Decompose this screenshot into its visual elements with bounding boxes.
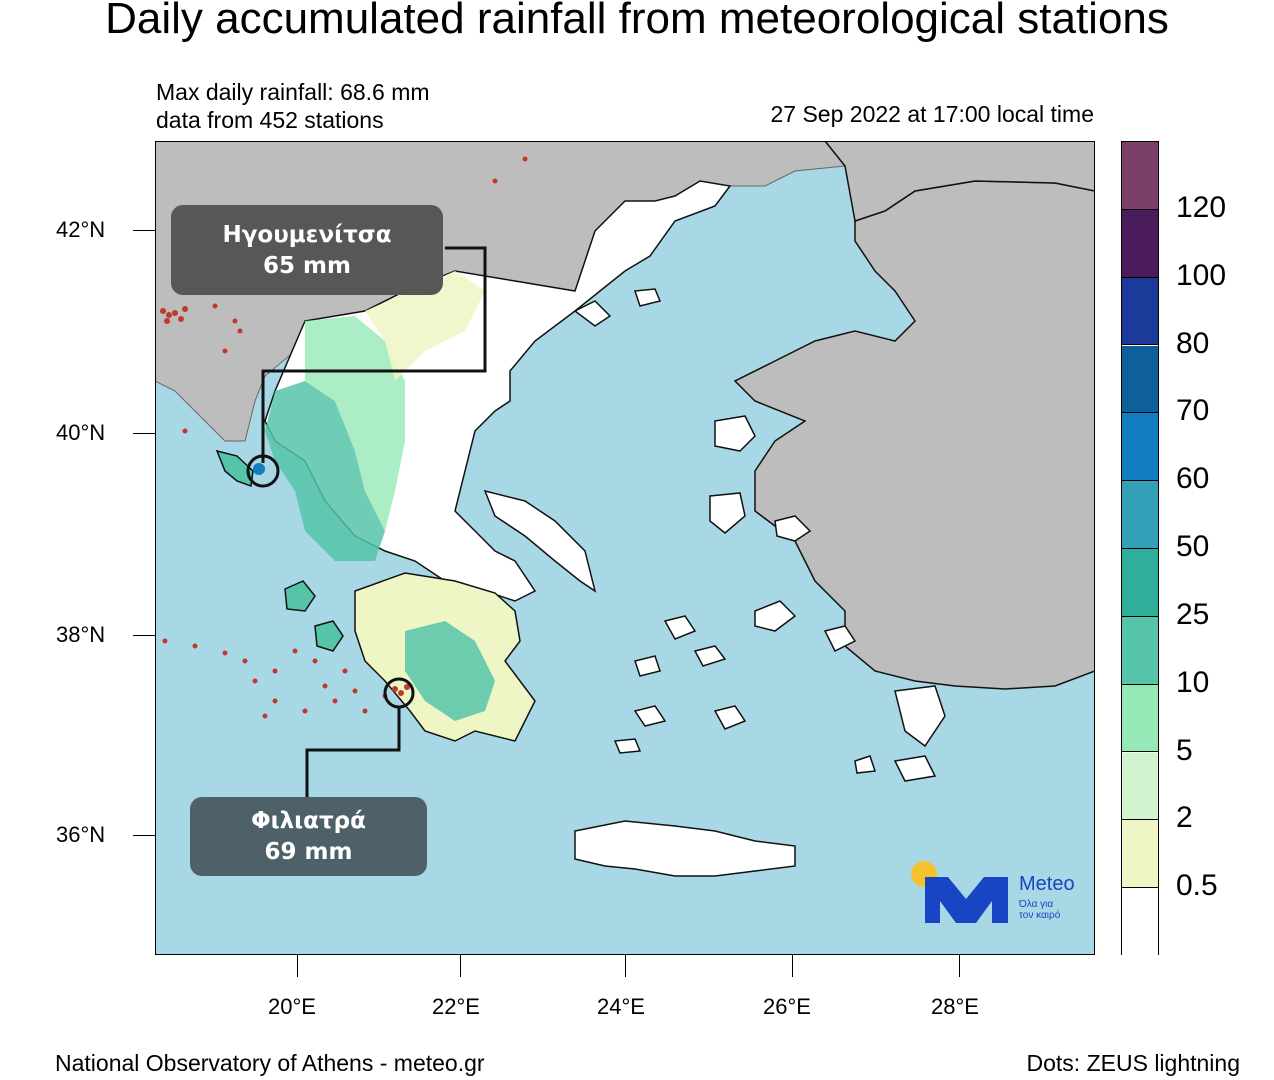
lat-label: 42°N [56,217,106,242]
lat-label: 38°N [56,622,106,647]
meteo-logo-name: Meteo [1019,873,1075,895]
crete-land [574,820,796,877]
lon-tick-22 [460,955,461,977]
meteo-logo-tagline: Όλα για τον καιρό [1019,899,1060,921]
callout-igoumenitsa-name: Ηγουμενίτσα [222,222,392,248]
legend-swatch [1122,616,1158,685]
map-frame [155,141,1095,955]
turkey-thrace-land [824,141,1095,222]
legend-swatch [1122,142,1158,210]
callout-line-igoumenitsa [261,246,487,463]
legend-swatch [1122,888,1158,956]
legend-swatch [1122,345,1158,414]
turkey-land [733,180,1095,690]
legend-swatch [1122,209,1158,278]
meteo-logo: Meteo Όλα για τον καιρό [908,861,1088,931]
aegean-islands [573,288,946,782]
lon-label: 24°E [597,994,645,1019]
station-count-text: data from 452 stations [156,107,384,133]
meteo-logo-mark [911,861,1008,923]
footer-source: National Observatory of Athens - meteo.g… [55,1050,485,1076]
legend-label: 0.5 [1176,869,1218,903]
lat-label: 36°N [56,822,106,847]
legend-swatch [1122,820,1158,889]
legend-swatch [1122,684,1158,753]
marker-igoumenitsa [246,454,280,488]
lat-tick-42 [133,230,155,231]
legend-label: 10 [1176,665,1210,699]
max-rain-igoumenitsa-spot [253,463,265,475]
rainfall-zone-peloponnese [405,621,495,721]
page-title: Daily accumulated rainfall from meteorol… [105,0,1169,43]
meteo-tagline-line1: Όλα για [1019,899,1054,910]
timestamp-text: 27 Sep 2022 at 17:00 local time [770,101,1094,127]
lat-tick-36 [133,835,155,836]
legend-colorbar [1121,141,1159,956]
legend-label: 80 [1176,326,1210,360]
legend-label: 50 [1176,530,1210,563]
corfu-island [215,449,254,488]
euboea-island [483,489,597,593]
callout-igoumenitsa-value: 65 mm [263,253,351,279]
legend-label: 25 [1176,597,1210,631]
lon-tick-24 [625,955,626,977]
legend-swatch [1122,481,1158,549]
meteo-tagline-line2: τον καιρό [1019,910,1061,921]
zakynthos-island [314,620,344,652]
lat-tick-38 [133,635,155,636]
legend-swatch [1122,752,1158,821]
lon-label: 22°E [432,994,480,1019]
legend-swatch [1122,549,1158,617]
legend-label: 2 [1176,801,1193,835]
lon-label: 20°E [268,994,316,1019]
rainfall-zone-north-pale [365,271,485,381]
callout-igoumenitsa: Ηγουμενίτσα 65 mm [171,205,443,295]
rainfall-zone-west [265,381,385,561]
kefalonia-island [284,580,316,612]
lightning-dots [160,156,528,719]
lat-label: 40°N [56,420,106,445]
lon-label: 26°E [763,994,811,1019]
marker-filiatra [383,677,415,709]
lon-label: 28°E [931,994,979,1019]
legend-label: 70 [1176,394,1210,428]
callout-line-filiatra [305,707,401,797]
max-rainfall-text: Max daily rainfall: 68.6 mm [156,79,430,105]
lon-tick-28 [959,955,960,977]
legend-label: 60 [1176,462,1210,496]
callout-filiatra-name: Φιλιατρά [251,808,366,834]
lon-tick-20 [297,955,298,977]
legend-labels: 120 100 80 70 60 50 25 10 5 2 0.5 [1176,0,1266,1080]
footer-lightning-note: Dots: ZEUS lightning [1026,1050,1240,1076]
legend-swatch [1122,277,1158,346]
callout-filiatra-value: 69 mm [264,839,353,865]
legend-label: 100 [1176,258,1227,292]
lat-tick-40 [133,433,155,434]
legend-label: 120 [1176,190,1227,224]
lon-tick-26 [792,955,793,977]
callout-filiatra: Φιλιατρά 69 mm [190,797,427,876]
legend-swatch [1122,413,1158,482]
legend-label: 5 [1176,733,1193,767]
